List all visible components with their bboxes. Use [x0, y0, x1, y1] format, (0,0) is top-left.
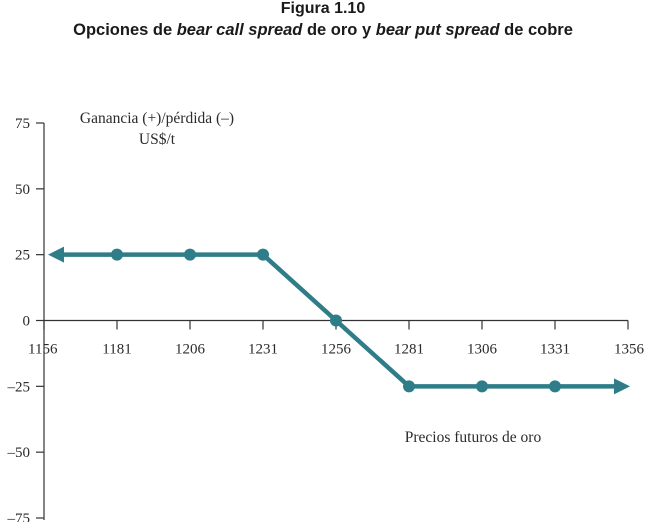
figure-number: Figura 1.10 [280, 0, 366, 17]
y-tick-label: –50 [7, 445, 31, 461]
arrowhead-right [614, 378, 630, 395]
y-tick-label: –25 [7, 379, 31, 395]
y-tick-label: 75 [15, 116, 30, 132]
y-tick-label: 25 [15, 248, 30, 264]
data-point [330, 314, 342, 327]
x-tick-label: 1306 [467, 342, 498, 358]
y-axis-label: Ganancia (+)/pérdida (–) [80, 110, 234, 127]
x-tick-label: 1206 [175, 342, 206, 358]
y-tick-label: 0 [23, 314, 31, 330]
x-tick-label: 1256 [321, 342, 352, 358]
y-tick-label: 50 [15, 182, 30, 198]
y-tick-label: –75 [7, 511, 31, 522]
data-point [184, 248, 196, 261]
x-tick-label: 1331 [540, 342, 570, 358]
caption-part: de cobre [499, 21, 573, 39]
data-point [257, 248, 269, 261]
data-point [476, 380, 488, 393]
data-point [111, 248, 123, 261]
x-tick-label: 1231 [248, 342, 278, 358]
x-tick-label: 1181 [102, 342, 131, 358]
caption-part: bear call spread [176, 21, 303, 39]
caption-part: de oro y [302, 21, 376, 39]
figure-caption: Opciones de bear call spread de oro y be… [0, 21, 646, 40]
y-axis-unit: US$/t [139, 131, 176, 148]
x-tick-label: 1156 [28, 342, 58, 358]
caption-part: bear put spread [375, 21, 500, 39]
x-tick-label: 1356 [614, 342, 645, 358]
data-point [403, 380, 415, 393]
data-point [549, 380, 561, 393]
x-axis-label: Precios futuros de oro [405, 429, 542, 446]
caption-part: Opciones de [73, 21, 177, 39]
x-tick-label: 1281 [394, 342, 424, 358]
arrowhead-left [48, 246, 64, 263]
